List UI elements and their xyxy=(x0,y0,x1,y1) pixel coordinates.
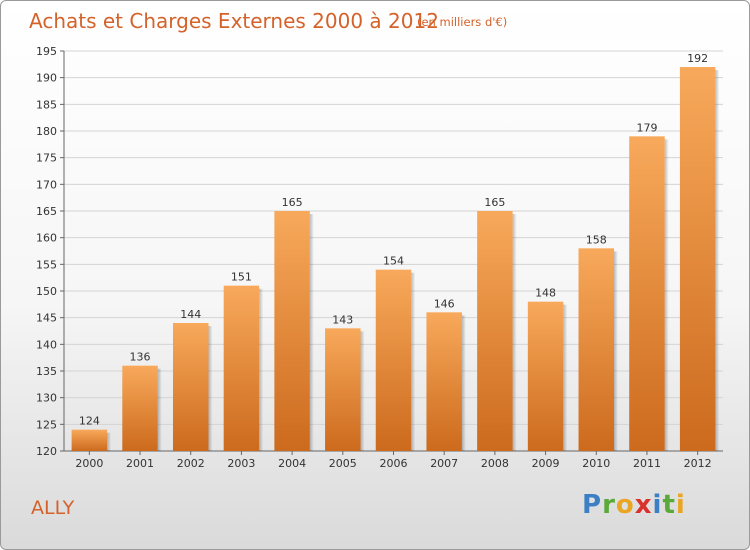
bar xyxy=(477,211,513,451)
y-tick-label: 195 xyxy=(36,45,57,58)
y-tick-label: 150 xyxy=(36,285,57,298)
y-tick-label: 145 xyxy=(36,312,57,325)
y-tick-label: 180 xyxy=(36,125,57,138)
bar-shadow xyxy=(411,272,416,451)
bar-shadow xyxy=(614,251,619,451)
x-tick-label: 2000 xyxy=(75,457,103,470)
bar-value-label: 192 xyxy=(687,52,708,65)
y-tick-label: 135 xyxy=(36,365,57,378)
x-tick-label: 2004 xyxy=(278,457,306,470)
logo-letter: i xyxy=(675,490,686,520)
bar xyxy=(375,269,412,451)
x-tick-label: 2007 xyxy=(430,457,458,470)
x-tick-label: 2005 xyxy=(329,457,357,470)
bar-shadow xyxy=(563,304,568,451)
y-tick-label: 160 xyxy=(36,232,57,245)
y-tick-label: 130 xyxy=(36,392,57,405)
bar-value-label: 165 xyxy=(484,196,505,209)
bar xyxy=(426,312,462,451)
bar-shadow xyxy=(461,315,466,451)
y-tick-label: 155 xyxy=(36,258,57,271)
commune-name: ALLY xyxy=(31,497,75,519)
bar xyxy=(679,67,716,451)
chart-title: Achats et Charges Externes 2000 à 2012 xyxy=(29,9,439,33)
logo-letter: x xyxy=(634,490,653,520)
x-tick-label: 2010 xyxy=(582,457,610,470)
bar xyxy=(71,429,108,451)
x-tick-label: 2011 xyxy=(633,457,661,470)
logo-letter: r xyxy=(602,490,616,520)
x-tick-label: 2002 xyxy=(177,457,205,470)
bar xyxy=(172,323,209,451)
y-tick-label: 185 xyxy=(36,98,57,111)
bar-shadow xyxy=(360,331,365,451)
bar-shadow xyxy=(664,139,669,452)
bar-value-label: 143 xyxy=(332,313,353,326)
y-tick-label: 175 xyxy=(36,152,57,165)
x-tick-label: 2001 xyxy=(126,457,154,470)
bar xyxy=(122,365,158,451)
bar-value-label: 146 xyxy=(434,297,455,310)
x-tick-label: 2006 xyxy=(380,457,408,470)
logo-letter: i xyxy=(652,490,663,520)
bar-shadow xyxy=(715,70,720,451)
x-tick-label: 2008 xyxy=(481,457,509,470)
logo-letter: P xyxy=(582,490,603,520)
bar xyxy=(629,136,665,452)
y-tick-label: 165 xyxy=(36,205,57,218)
logo-letter: o xyxy=(615,490,635,520)
bar-value-label: 179 xyxy=(636,121,657,134)
bar-value-label: 151 xyxy=(231,271,252,284)
bar-value-label: 136 xyxy=(130,351,151,364)
bar-shadow xyxy=(512,214,517,451)
bars xyxy=(71,67,720,452)
y-tick-label: 140 xyxy=(36,338,57,351)
proxiti-logo: Proxiti xyxy=(582,490,686,520)
y-tick-label: 120 xyxy=(36,445,57,458)
logo-letter: t xyxy=(662,490,676,520)
x-tick-label: 2012 xyxy=(684,457,712,470)
bar-shadow xyxy=(259,288,264,451)
bar-value-label: 154 xyxy=(383,255,404,268)
bar-value-label: 165 xyxy=(282,196,303,209)
labels: 120 125 130 135 140 145 150 155 160 165 170 175 180 1… xyxy=(36,45,712,470)
bar-shadow xyxy=(208,326,213,451)
x-tick-label: 2003 xyxy=(227,457,255,470)
y-tick-label: 170 xyxy=(36,178,57,191)
bar xyxy=(527,301,564,451)
bar-value-label: 124 xyxy=(79,415,100,428)
y-tick-label: 190 xyxy=(36,72,57,85)
bar xyxy=(325,328,361,451)
bar xyxy=(578,248,615,451)
bar-shadow xyxy=(107,432,112,451)
bar xyxy=(274,211,310,451)
bar-value-label: 148 xyxy=(535,287,556,300)
y-tick-label: 125 xyxy=(36,418,57,431)
bar-shadow xyxy=(157,368,162,451)
bar-value-label: 144 xyxy=(180,308,201,321)
chart-subtitle: (en milliers d'€) xyxy=(417,15,508,29)
bar-value-label: 158 xyxy=(586,233,607,246)
x-tick-label: 2009 xyxy=(532,457,560,470)
bar-shadow xyxy=(309,214,314,451)
bar xyxy=(223,285,260,451)
